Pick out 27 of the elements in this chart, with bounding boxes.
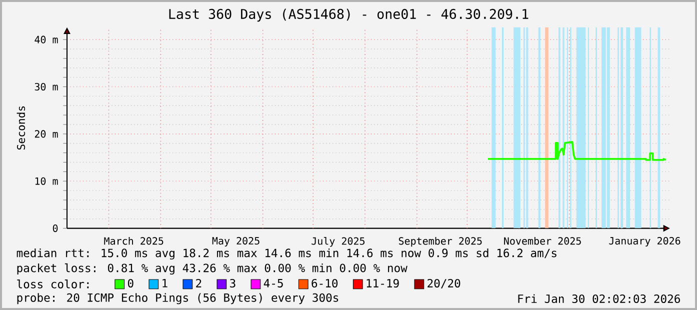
- x-tick-label: January 2026: [609, 237, 680, 246]
- line-series: [487, 141, 667, 161]
- y-tick-label: 30 m: [34, 82, 58, 91]
- y-tick-label: 40 m: [34, 36, 58, 44]
- x-tick-label: July 2025: [312, 237, 365, 247]
- x-tick-label: May 2025: [212, 237, 260, 246]
- y-axis-title: Seconds: [16, 106, 26, 150]
- text: packet loss: 0.81 % avg 43.26 % max 0.00 % min 0.00 % now: [17, 263, 408, 275]
- legend-label: 3: [230, 278, 236, 288]
- legend-label: 11-19: [366, 278, 399, 288]
- legend-label: 1: [162, 279, 168, 288]
- x-tick-label: March 2025: [104, 237, 164, 245]
- text: Fri Jan 30 02:02:03 2026: [518, 294, 680, 304]
- x-tick-label: September 2025: [398, 237, 482, 247]
- chart-title: Last 360 Days (AS51468) - one01 - 46.30.209.1: [169, 8, 528, 22]
- legend-label: 2: [196, 278, 202, 288]
- x-tick-label: November 2025: [504, 237, 581, 245]
- y-tick-label: 10 m: [35, 177, 58, 185]
- text: probe: 20 ICMP Echo Pings (56 Bytes) every 300s: [17, 293, 338, 304]
- text: median rtt: 15.0 ms avg 18.2 ms max 14.6 ms min 14.6 ms now 0.9 ms sd 16.2 am/s: [16, 248, 556, 260]
- legend-label: 4-5: [264, 279, 283, 288]
- legend-label: 6-10: [312, 278, 338, 288]
- y-tick-label: 0: [52, 224, 58, 232]
- legend-label: 20/20: [428, 278, 460, 288]
- y-tick-label: 20 m: [34, 130, 58, 138]
- text: loss color:: [17, 280, 89, 288]
- legend-label: 0: [128, 278, 134, 288]
